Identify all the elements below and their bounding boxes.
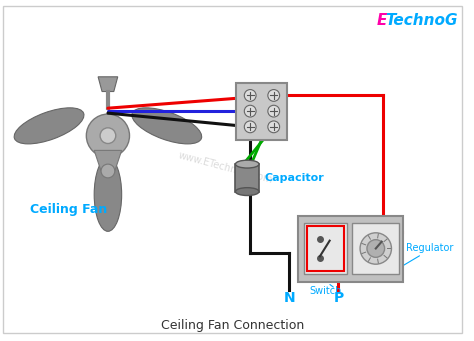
Circle shape [367, 240, 384, 257]
Circle shape [86, 114, 129, 157]
Ellipse shape [132, 108, 201, 144]
Circle shape [244, 105, 256, 117]
Circle shape [268, 90, 280, 101]
FancyBboxPatch shape [352, 223, 399, 274]
Polygon shape [94, 150, 122, 171]
Ellipse shape [14, 108, 84, 144]
Text: Capacitor: Capacitor [265, 173, 325, 183]
Circle shape [268, 121, 280, 133]
Circle shape [100, 128, 116, 144]
Ellipse shape [94, 158, 122, 231]
Text: Ceiling Fan Connection: Ceiling Fan Connection [161, 318, 304, 331]
Text: Switch: Switch [310, 286, 342, 296]
Circle shape [244, 121, 256, 133]
Text: P: P [333, 291, 344, 305]
Circle shape [244, 90, 256, 101]
Ellipse shape [236, 160, 259, 168]
Text: www.ETechnoG.com: www.ETechnoG.com [177, 151, 274, 186]
Text: E: E [377, 13, 387, 28]
FancyBboxPatch shape [298, 216, 403, 282]
Polygon shape [98, 77, 118, 91]
FancyBboxPatch shape [236, 164, 259, 192]
Circle shape [360, 233, 392, 264]
FancyBboxPatch shape [237, 83, 287, 139]
FancyBboxPatch shape [3, 6, 462, 333]
Circle shape [268, 105, 280, 117]
Ellipse shape [236, 188, 259, 195]
Text: N: N [283, 291, 295, 305]
Circle shape [101, 164, 115, 178]
Text: TechnoG: TechnoG [385, 13, 458, 28]
Text: Ceiling Fan: Ceiling Fan [30, 203, 107, 216]
Text: Regulator: Regulator [406, 243, 454, 253]
FancyBboxPatch shape [304, 223, 347, 274]
